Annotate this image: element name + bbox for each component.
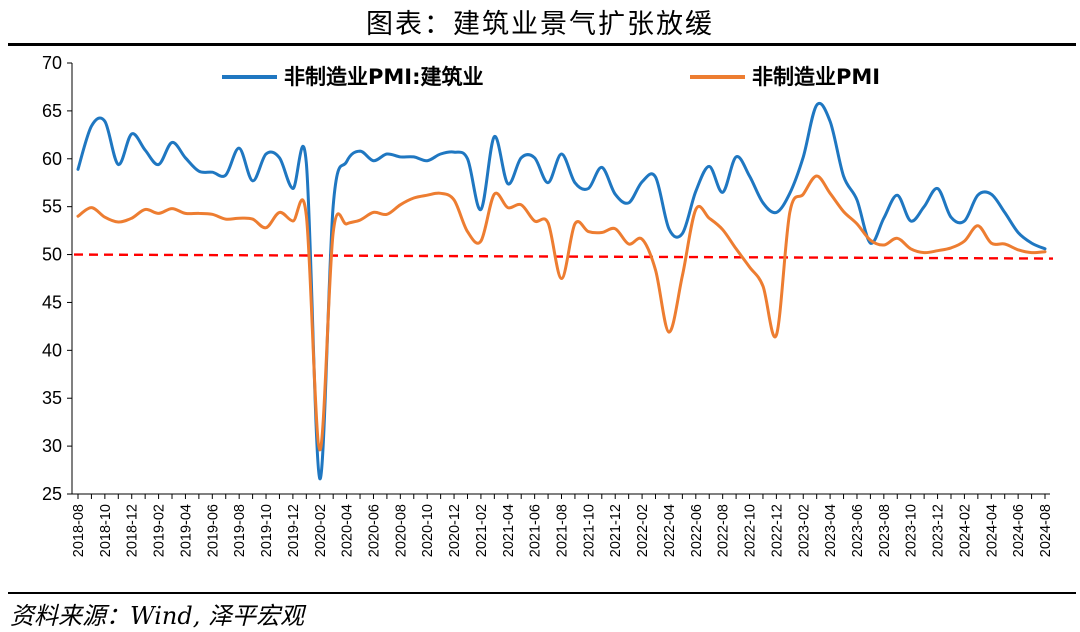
x-tick-label: 2020-08 [393, 504, 409, 557]
x-tick-label: 2020-12 [447, 504, 463, 557]
y-tick-label: 30 [42, 436, 62, 456]
x-tick-label: 2019-10 [259, 504, 275, 557]
chart-axes: 25 30 35 40 45 50 55 60 65 70 2018-08 2018-10 2018-1… [42, 53, 1054, 557]
x-tick-label: 2023-06 [850, 504, 866, 557]
x-tick-label: 2021-10 [581, 504, 597, 557]
chart-title: 图表：建筑业景气扩张放缓 [366, 9, 714, 40]
y-tick-label: 65 [42, 101, 62, 121]
x-tick-label: 2023-04 [823, 504, 839, 557]
x-tick-label: 2024-02 [957, 504, 973, 557]
x-tick-label: 2024-06 [1011, 504, 1027, 557]
x-tick-label: 2022-08 [716, 504, 732, 557]
series-line-1 [76, 102, 1047, 481]
x-tick-label: 2020-06 [366, 504, 382, 557]
legend-label-1: 非制造业PMI:建筑业 [284, 65, 484, 89]
y-tick-label: 55 [42, 197, 62, 217]
x-tick-label: 2022-02 [635, 504, 651, 557]
x-tick-label: 2021-04 [501, 504, 517, 557]
x-tick-label: 2021-02 [474, 504, 490, 557]
x-tick-label: 2018-10 [98, 504, 114, 557]
y-tick-label: 60 [42, 149, 62, 169]
title-rule [8, 43, 1076, 46]
series-line-2 [76, 174, 1047, 452]
y-tick-label: 25 [42, 484, 62, 504]
x-tick-label: 2022-10 [743, 504, 759, 557]
x-tick-label: 2022-06 [689, 504, 705, 557]
x-tick-label: 2023-12 [931, 504, 947, 557]
legend-label-2: 非制造业PMI [752, 65, 880, 89]
x-tick-label: 2021-08 [555, 504, 571, 557]
x-tick-label: 2024-08 [1038, 504, 1054, 557]
x-tick-label: 2020-04 [340, 504, 356, 557]
bottom-rule [8, 592, 1076, 594]
chart-legend: 非制造业PMI:建筑业 非制造业PMI [222, 65, 880, 89]
x-tick-label: 2021-06 [528, 504, 544, 557]
chart-source: 资料来源：Wind, 泽平宏观 [10, 602, 304, 630]
x-tick-label: 2019-08 [232, 504, 248, 557]
x-tick-label: 2018-12 [125, 504, 141, 557]
x-tick-label: 2019-04 [178, 504, 194, 557]
x-tick-label: 2022-04 [662, 504, 678, 557]
x-tick-label: 2020-10 [420, 504, 436, 557]
x-tick-label: 2023-10 [904, 504, 920, 557]
x-tick-label: 2020-02 [313, 504, 329, 557]
y-tick-label: 40 [42, 340, 62, 360]
y-tick-label: 45 [42, 292, 62, 312]
reference-layer [73, 253, 1054, 260]
series-layer [76, 102, 1047, 481]
y-tick-label: 35 [42, 388, 62, 408]
x-tick-label: 2018-08 [71, 504, 87, 557]
x-tick-label: 2019-12 [286, 504, 302, 557]
x-tick-label: 2021-12 [608, 504, 624, 557]
x-tick-label: 2024-04 [984, 504, 1000, 557]
y-tick-label: 70 [42, 53, 62, 73]
x-tick-label: 2023-02 [796, 504, 812, 557]
y-tick-label: 50 [42, 245, 62, 265]
x-tick-label: 2022-12 [769, 504, 785, 557]
x-tick-label: 2019-02 [152, 504, 168, 557]
x-tick-label: 2019-06 [205, 504, 221, 557]
x-tick-label: 2023-08 [877, 504, 893, 557]
reference-line-50 [73, 253, 1054, 260]
